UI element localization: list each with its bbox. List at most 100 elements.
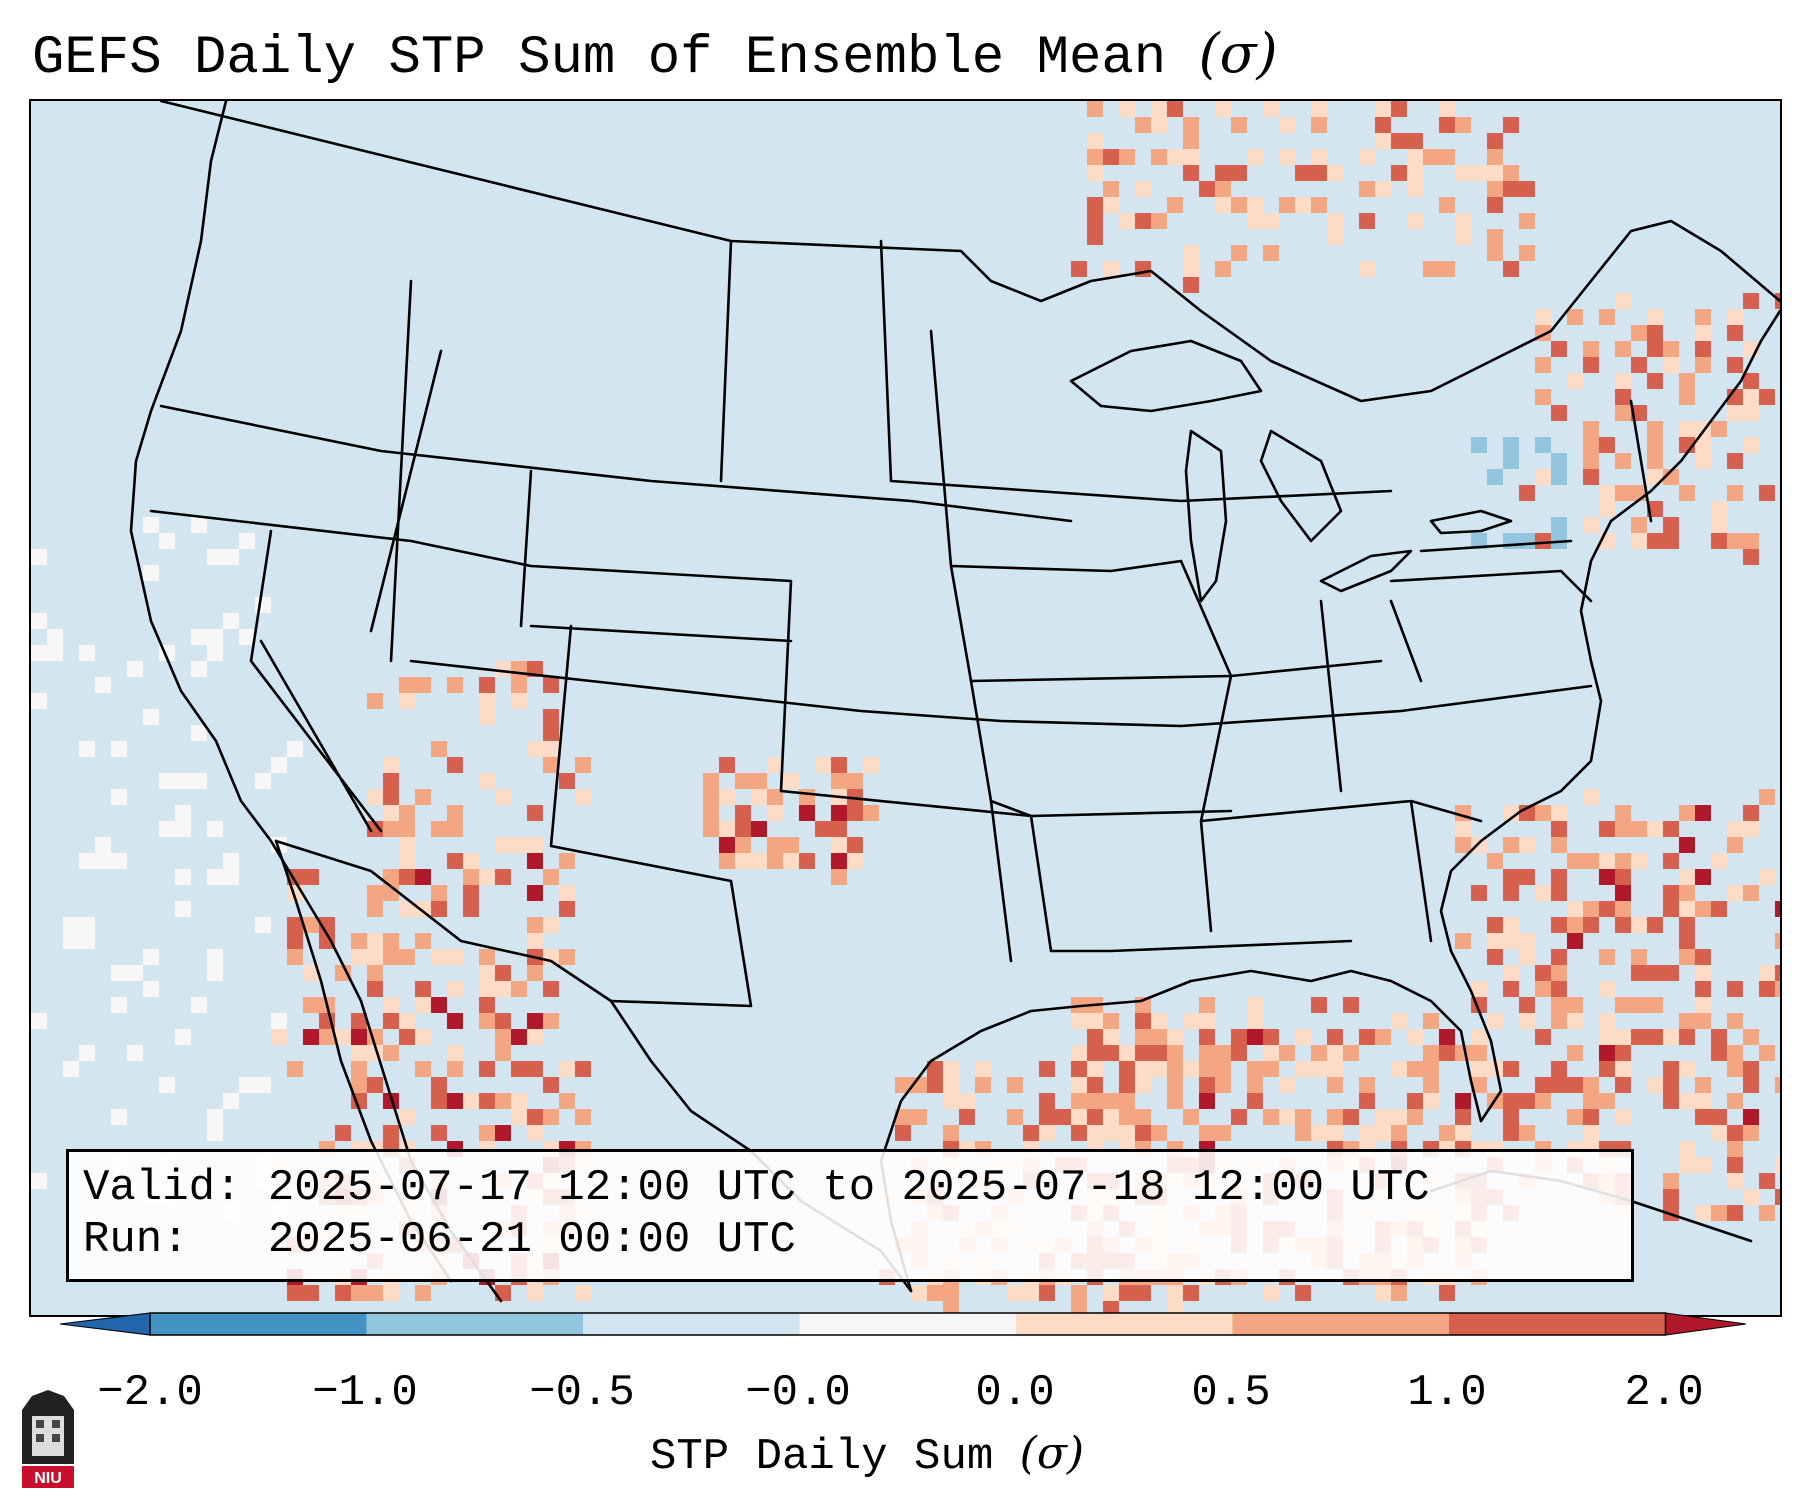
- anomaly-cell: [943, 1301, 959, 1315]
- anomaly-cell: [1743, 805, 1759, 821]
- anomaly-cell: [399, 853, 415, 869]
- anomaly-cell: [1279, 117, 1295, 133]
- anomaly-cell: [1071, 1285, 1087, 1301]
- anomaly-cell: [1519, 949, 1535, 965]
- anomaly-cell: [1487, 149, 1503, 165]
- anomaly-cell: [559, 949, 575, 965]
- anomaly-cell: [527, 661, 543, 677]
- anomaly-cell: [351, 933, 367, 949]
- anomaly-cell: [943, 1125, 959, 1141]
- anomaly-cell: [1647, 373, 1663, 389]
- anomaly-cell: [1663, 1189, 1679, 1205]
- anomaly-cell: [527, 1285, 543, 1301]
- anomaly-cell: [1727, 453, 1743, 469]
- anomaly-cell: [1759, 1173, 1775, 1189]
- anomaly-cell: [1039, 1093, 1055, 1109]
- anomaly-cell: [447, 1093, 463, 1109]
- anomaly-cell: [79, 917, 95, 933]
- anomaly-cell: [1487, 245, 1503, 261]
- anomaly-cell: [367, 1077, 383, 1093]
- anomaly-cell: [1103, 197, 1119, 213]
- anomaly-cell: [447, 677, 463, 693]
- anomaly-cell: [1695, 901, 1711, 917]
- anomaly-cell: [831, 821, 847, 837]
- anomaly-cell: [1695, 1157, 1711, 1173]
- anomaly-cell: [1199, 1029, 1215, 1045]
- anomaly-cell: [1039, 1125, 1055, 1141]
- anomaly-cell: [415, 677, 431, 693]
- anomaly-cell: [1423, 149, 1439, 165]
- anomaly-cell: [1679, 901, 1695, 917]
- anomaly-cell: [319, 933, 335, 949]
- anomaly-cell: [367, 965, 383, 981]
- anomaly-cell: [1551, 885, 1567, 901]
- anomaly-cell: [1551, 1013, 1567, 1029]
- anomaly-cell: [1487, 197, 1503, 213]
- anomaly-cell: [1231, 117, 1247, 133]
- anomaly-cell: [207, 965, 223, 981]
- anomaly-cell: [1231, 245, 1247, 261]
- anomaly-cell: [1119, 149, 1135, 165]
- anomaly-cell: [383, 1285, 399, 1301]
- anomaly-cell: [1679, 933, 1695, 949]
- anomaly-cell: [1215, 1045, 1231, 1061]
- anomaly-cell: [1615, 869, 1631, 885]
- anomaly-cell: [1503, 933, 1519, 949]
- anomaly-cell: [463, 853, 479, 869]
- anomaly-cell: [1615, 997, 1631, 1013]
- colorbar-segment: [1016, 1313, 1233, 1335]
- anomaly-cell: [1311, 101, 1327, 117]
- anomaly-cell: [1167, 1093, 1183, 1109]
- anomaly-cell: [1599, 1093, 1615, 1109]
- anomaly-cell: [399, 805, 415, 821]
- anomaly-cell: [831, 805, 847, 821]
- anomaly-cell: [831, 869, 847, 885]
- anomaly-cell: [1647, 437, 1663, 453]
- anomaly-cell: [1247, 1061, 1263, 1077]
- anomaly-cell: [1775, 965, 1780, 981]
- anomaly-cell: [239, 629, 255, 645]
- anomaly-cell: [1151, 117, 1167, 133]
- anomaly-cell: [1231, 1029, 1247, 1045]
- anomaly-cell: [1615, 901, 1631, 917]
- anomaly-cell: [95, 853, 111, 869]
- anomaly-cell: [575, 1061, 591, 1077]
- anomaly-cell: [735, 821, 751, 837]
- anomaly-cell: [1711, 853, 1727, 869]
- anomaly-cell: [1535, 357, 1551, 373]
- anomaly-cell: [79, 645, 95, 661]
- anomaly-cell: [1583, 1077, 1599, 1093]
- anomaly-cell: [1135, 1125, 1151, 1141]
- anomaly-cells: [31, 101, 1780, 1315]
- anomaly-cell: [1455, 821, 1471, 837]
- lake-michigan: [1184, 429, 1228, 603]
- anomaly-cell: [1007, 1285, 1023, 1301]
- anomaly-cell: [543, 949, 559, 965]
- anomaly-cell: [1663, 885, 1679, 901]
- anomaly-cell: [1711, 1029, 1727, 1045]
- anomaly-cell: [447, 853, 463, 869]
- anomaly-cell: [1135, 1061, 1151, 1077]
- anomaly-cell: [511, 1109, 527, 1125]
- anomaly-cell: [1551, 405, 1567, 421]
- anomaly-cell: [559, 1061, 575, 1077]
- anomaly-cell: [1567, 917, 1583, 933]
- anomaly-cell: [1535, 885, 1551, 901]
- anomaly-cell: [1647, 453, 1663, 469]
- anomaly-cell: [1407, 149, 1423, 165]
- anomaly-cell: [1567, 1013, 1583, 1029]
- anomaly-cell: [1775, 933, 1780, 949]
- anomaly-cell: [1375, 117, 1391, 133]
- anomaly-cell: [431, 901, 447, 917]
- anomaly-cell: [1503, 117, 1519, 133]
- anomaly-cell: [559, 773, 575, 789]
- anomaly-cell: [31, 693, 47, 709]
- anomaly-cell: [1359, 1077, 1375, 1093]
- anomaly-cell: [1359, 1029, 1375, 1045]
- anomaly-cell: [527, 741, 543, 757]
- anomaly-cell: [1071, 1301, 1087, 1315]
- anomaly-cell: [1423, 261, 1439, 277]
- anomaly-cell: [1727, 1141, 1743, 1157]
- anomaly-cell: [1487, 165, 1503, 181]
- anomaly-cell: [383, 1125, 399, 1141]
